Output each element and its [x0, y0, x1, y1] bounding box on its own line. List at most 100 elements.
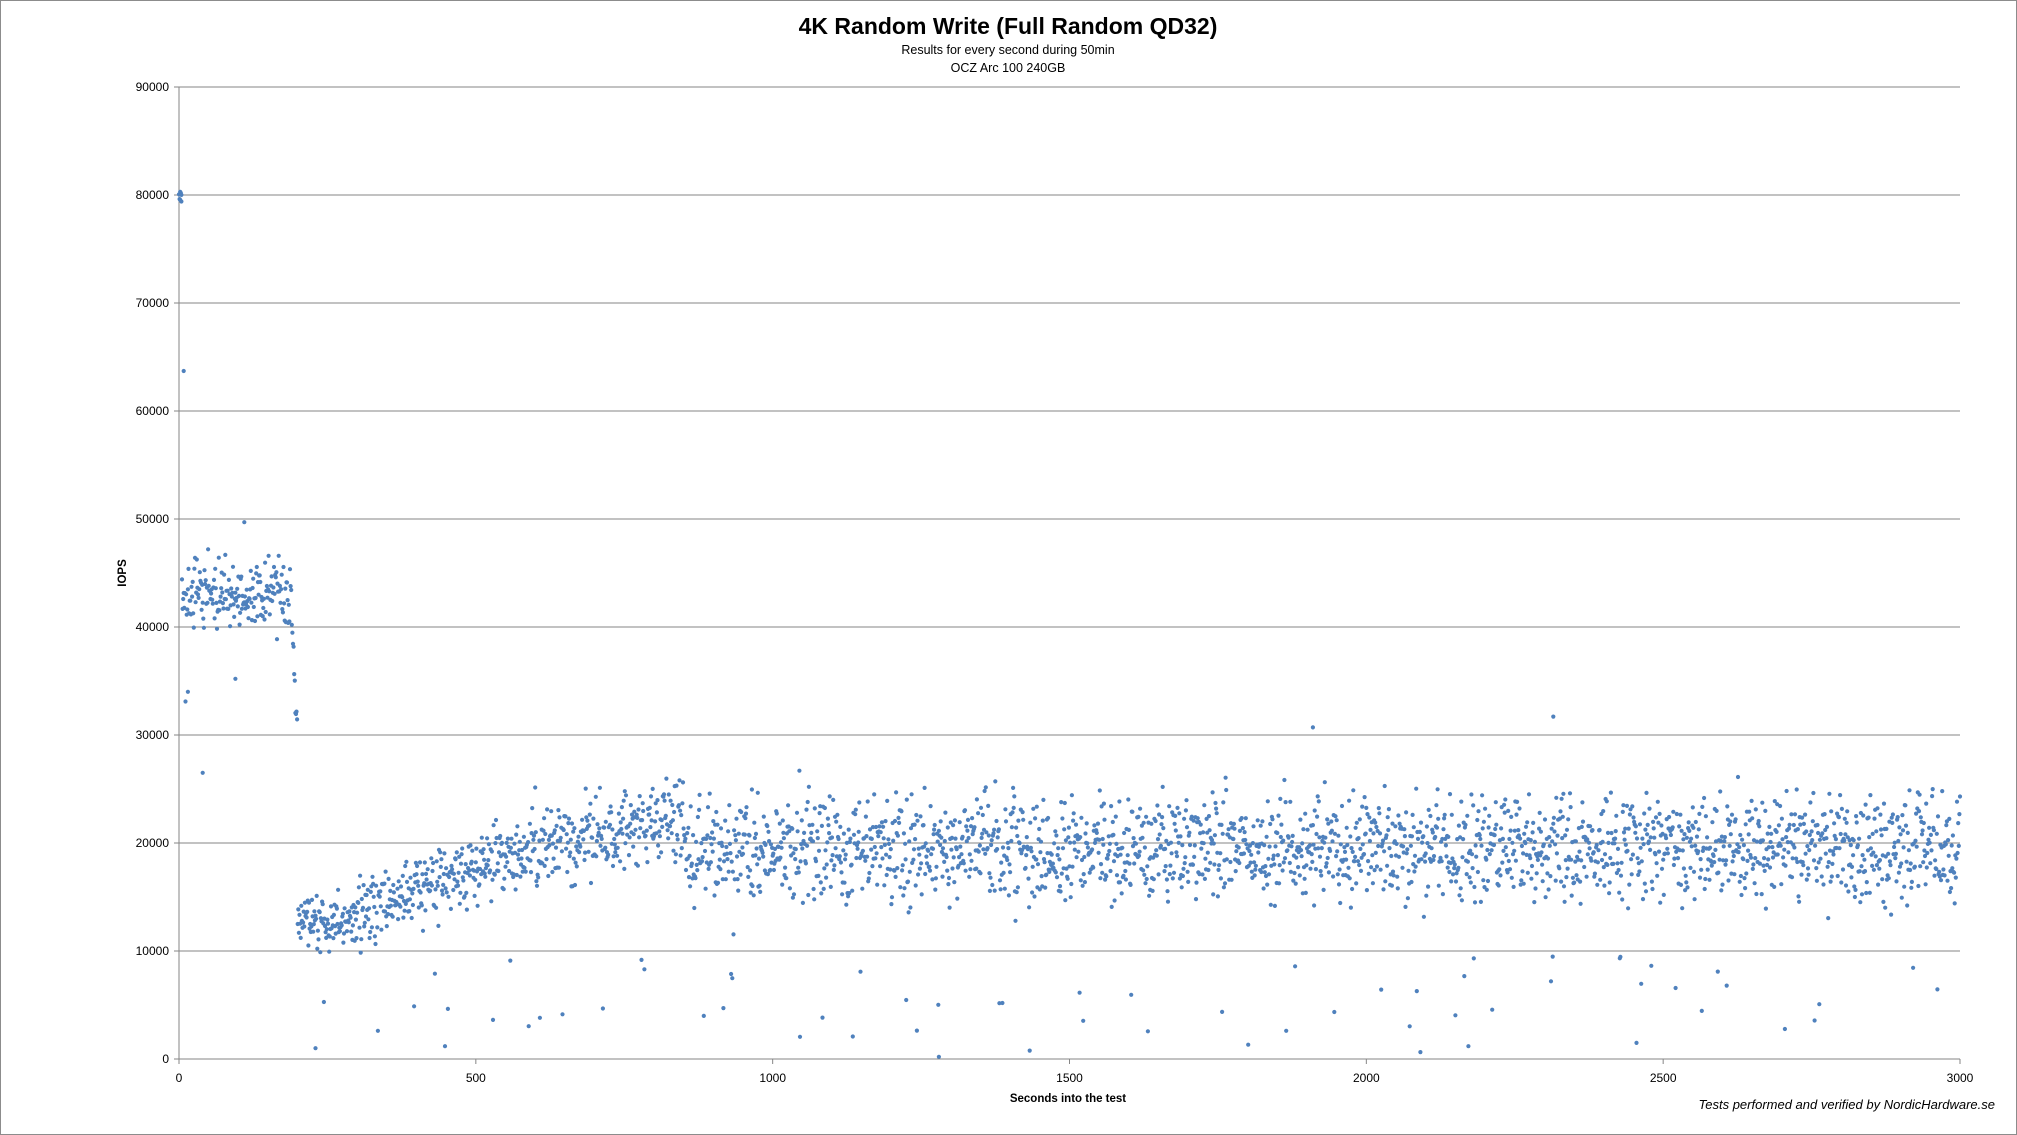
- data-point: [1043, 885, 1048, 890]
- data-point: [1377, 831, 1383, 836]
- data-point: [829, 835, 835, 840]
- data-point: [622, 866, 627, 872]
- data-point: [1447, 869, 1452, 875]
- data-point: [1903, 823, 1909, 828]
- data-point: [1842, 838, 1847, 843]
- data-point: [489, 899, 494, 904]
- chart-subtitle-line-1: Results for every second during 50min: [901, 43, 1114, 57]
- data-point: [1178, 834, 1183, 839]
- data-point: [603, 845, 608, 850]
- data-point: [1585, 837, 1590, 842]
- data-point: [945, 868, 950, 873]
- data-point: [288, 584, 293, 589]
- data-point: [1546, 887, 1551, 892]
- data-point: [595, 822, 600, 827]
- data-point: [284, 580, 290, 585]
- data-point: [195, 592, 201, 597]
- data-point: [299, 903, 304, 908]
- data-point: [1523, 841, 1528, 846]
- data-point: [492, 872, 497, 877]
- data-point: [550, 869, 555, 875]
- data-point: [1749, 798, 1754, 804]
- data-point: [1637, 822, 1643, 827]
- data-point: [705, 833, 710, 838]
- data-point: [723, 818, 728, 823]
- data-point: [1431, 857, 1436, 863]
- data-point: [1834, 845, 1839, 851]
- data-point: [683, 867, 689, 873]
- data-point: [554, 823, 559, 829]
- data-point: [188, 598, 193, 603]
- data-point: [1498, 873, 1503, 878]
- data-point: [271, 585, 276, 590]
- data-point: [1009, 825, 1015, 830]
- data-point: [1424, 824, 1429, 829]
- data-point: [1945, 878, 1950, 883]
- data-point: [611, 854, 616, 859]
- data-point: [969, 858, 974, 863]
- data-point: [1694, 834, 1700, 839]
- data-point: [1741, 843, 1746, 848]
- data-point: [347, 909, 352, 914]
- data-point: [445, 1006, 450, 1012]
- data-point: [1528, 856, 1533, 861]
- x-tick-label: 2000: [1353, 1071, 1380, 1085]
- data-point: [590, 835, 595, 840]
- data-point: [1500, 860, 1505, 865]
- data-point: [342, 906, 347, 911]
- data-point: [1778, 843, 1783, 848]
- data-point: [1646, 839, 1651, 844]
- data-point: [1253, 863, 1258, 868]
- data-point: [1541, 842, 1546, 847]
- data-point: [918, 814, 923, 819]
- data-point: [485, 863, 490, 868]
- data-point: [882, 842, 888, 848]
- data-point: [451, 887, 456, 893]
- data-point: [737, 849, 742, 854]
- data-point: [701, 1013, 706, 1019]
- data-point: [1665, 851, 1670, 856]
- data-point: [378, 889, 383, 894]
- data-point: [1034, 857, 1039, 862]
- data-point: [1450, 856, 1455, 861]
- data-point: [384, 924, 389, 929]
- data-point: [551, 856, 556, 861]
- data-point: [1820, 831, 1825, 836]
- data-point: [1671, 862, 1676, 868]
- data-point: [362, 920, 367, 925]
- data-point: [1034, 804, 1039, 809]
- data-point: [1693, 843, 1698, 848]
- data-point: [1180, 843, 1185, 848]
- data-point: [1334, 854, 1339, 859]
- data-point: [901, 893, 906, 898]
- data-point: [1259, 869, 1264, 875]
- data-point: [1251, 824, 1256, 829]
- data-point: [855, 846, 860, 851]
- data-point: [415, 863, 420, 869]
- data-point: [656, 855, 661, 860]
- data-point: [490, 1017, 496, 1023]
- data-point: [1454, 871, 1459, 876]
- data-point: [216, 555, 221, 560]
- data-point: [1531, 820, 1536, 826]
- data-point: [1098, 876, 1103, 881]
- data-point: [781, 836, 787, 841]
- data-point: [1163, 846, 1168, 852]
- data-point: [254, 571, 259, 576]
- data-point: [1596, 848, 1601, 853]
- data-point: [1776, 823, 1781, 828]
- data-point: [1909, 879, 1914, 885]
- data-point: [1172, 821, 1177, 826]
- data-point: [609, 810, 614, 815]
- data-point: [1131, 836, 1136, 841]
- data-point: [1547, 835, 1552, 840]
- data-point: [1886, 851, 1891, 856]
- data-point: [702, 848, 708, 854]
- data-point: [1096, 850, 1101, 855]
- data-point: [1097, 788, 1102, 793]
- data-point: [863, 858, 868, 863]
- data-point: [1391, 873, 1396, 878]
- data-point: [1177, 876, 1182, 881]
- data-point: [1502, 810, 1507, 815]
- data-point: [558, 835, 563, 840]
